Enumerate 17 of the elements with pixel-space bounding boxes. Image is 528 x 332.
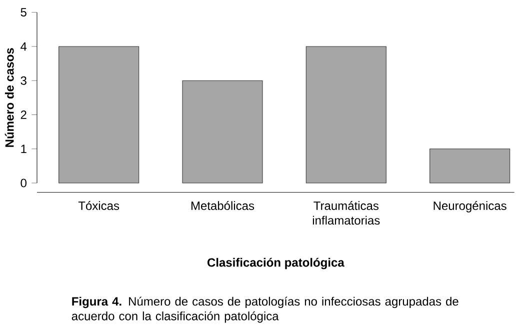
y-tick-label: 1: [21, 144, 26, 153]
text: Figura 4. Número de casos de patologías no infecciosas agrupadas de acuerdo con la clasificación patológica: [72, 296, 458, 323]
y-tick-label: 5: [20, 8, 26, 17]
y-tick-label: 3: [20, 76, 26, 85]
x-tick-label: Metabólicas: [191, 201, 254, 210]
x-axis-title: Clasificación patológica: [207, 258, 344, 270]
x-tick-label: Tóxicas: [78, 201, 120, 210]
y-tick-label: 2: [20, 110, 26, 119]
bar: [58, 46, 140, 184]
bar: [182, 80, 263, 184]
y-tick-label: 0: [20, 178, 26, 188]
x-tick-label: Traumáticas inflamatorias: [312, 201, 380, 225]
bar: [306, 46, 386, 184]
y-axis-title: Número de casos: [4, 48, 14, 147]
bar: [430, 148, 510, 184]
x-tick-label: Neurogénicas: [434, 201, 506, 212]
y-tick-label: 4: [20, 42, 27, 51]
